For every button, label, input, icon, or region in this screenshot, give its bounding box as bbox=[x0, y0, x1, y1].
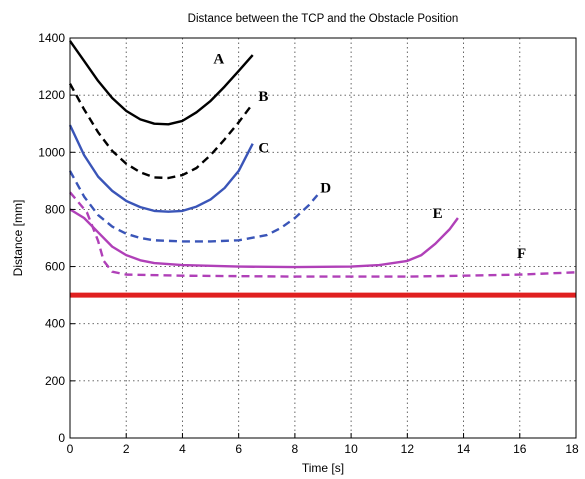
y-tick-label: 800 bbox=[45, 202, 65, 216]
series-label-d: D bbox=[320, 180, 331, 196]
series-label-a: A bbox=[213, 52, 224, 68]
series-label-f: F bbox=[517, 246, 526, 262]
y-axis-label: Distance [mm] bbox=[11, 200, 25, 277]
y-tick-label: 1400 bbox=[38, 31, 65, 45]
chart-title: Distance between the TCP and the Obstacl… bbox=[188, 13, 459, 25]
series-line-e bbox=[69, 208, 459, 269]
x-tick-label: 2 bbox=[123, 442, 130, 456]
series-line-c bbox=[68, 124, 254, 213]
x-tick-label: 10 bbox=[344, 442, 358, 456]
tick-labels: 0 2 4 6 8 10 12 14 16 18 0 200 400 600 800 1000 1200 1400 bbox=[38, 31, 579, 456]
plot-frame bbox=[69, 37, 577, 439]
series-line-d bbox=[68, 170, 319, 243]
y-tick-label: 1000 bbox=[38, 145, 65, 159]
series-line-b bbox=[68, 83, 254, 180]
x-tick-label: 4 bbox=[179, 442, 186, 456]
x-tick-label: 8 bbox=[292, 442, 299, 456]
series-line-a bbox=[69, 40, 254, 126]
y-tick-label: 400 bbox=[45, 317, 65, 331]
series-label-c: C bbox=[258, 140, 269, 156]
series-line-f bbox=[69, 191, 577, 278]
series-layer bbox=[68, 40, 577, 298]
y-tick-label: 0 bbox=[58, 431, 65, 445]
y-tick-label: 1200 bbox=[38, 88, 65, 102]
series-label-b: B bbox=[258, 89, 268, 105]
curve-labels: A B C D E F bbox=[213, 52, 526, 262]
y-tick-label: 200 bbox=[45, 374, 65, 388]
x-axis-label: Time [s] bbox=[302, 461, 344, 475]
x-tick-label: 6 bbox=[235, 442, 242, 456]
x-tick-label: 16 bbox=[513, 442, 527, 456]
x-tick-label: 18 bbox=[565, 442, 579, 456]
x-tick-label: 14 bbox=[457, 442, 471, 456]
grid bbox=[70, 38, 576, 438]
x-tick-label: 0 bbox=[67, 442, 74, 456]
series-label-e: E bbox=[433, 206, 443, 222]
y-tick-label: 600 bbox=[45, 260, 65, 274]
x-tick-label: 12 bbox=[401, 442, 415, 456]
